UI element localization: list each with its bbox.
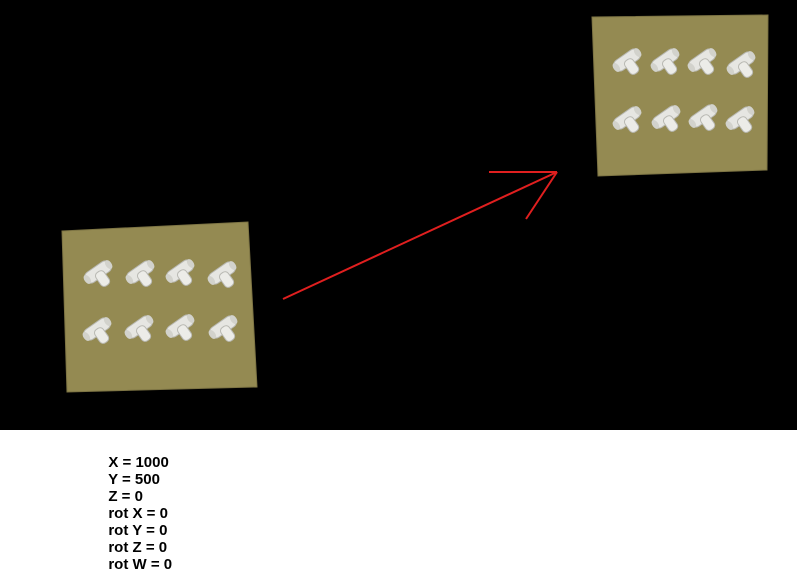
workspace-view (0, 0, 797, 430)
source-board (61, 221, 258, 393)
pose-z: Z = 0 (108, 488, 143, 505)
target-board (591, 14, 769, 177)
arrow-right-up-icon (282, 171, 558, 300)
pose-rot-x: rot X = 0 (108, 505, 168, 522)
scene-drawing (61, 14, 769, 393)
pose-rot-w: rot W = 0 (108, 556, 173, 573)
pose-y: Y = 500 (108, 471, 160, 488)
pose-rot-y: rot Y = 0 (108, 522, 168, 539)
pose-x: X = 1000 (108, 454, 169, 471)
pose-readout: X = 1000 Y = 500 Z = 0 rot X = 0 rot Y =… (100, 437, 190, 573)
pose-rot-z: rot Z = 0 (108, 539, 168, 556)
